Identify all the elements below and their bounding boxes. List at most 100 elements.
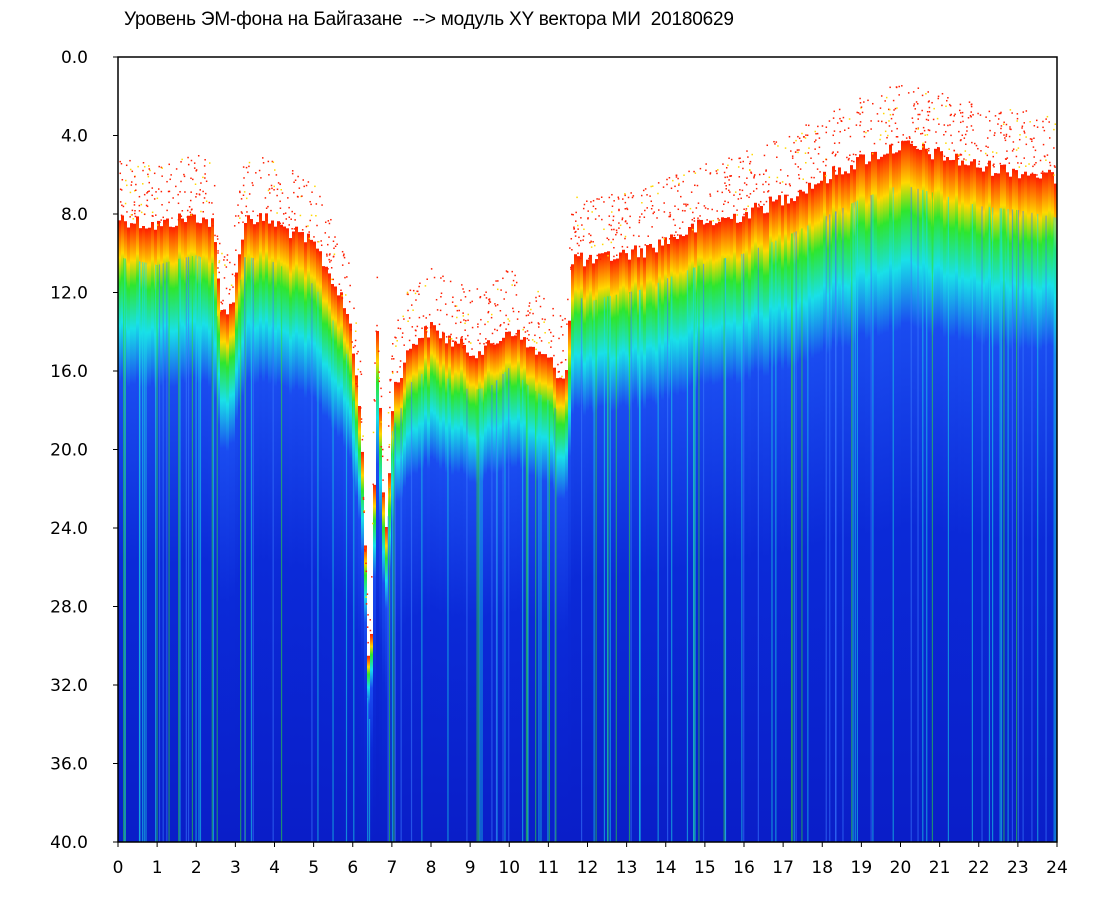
speckle-point (941, 92, 944, 95)
heatmap-column (424, 326, 427, 842)
speckle-point (570, 268, 572, 270)
speckle-point (326, 253, 328, 256)
vertical-streak (272, 262, 274, 843)
speckle-point (675, 176, 678, 178)
speckle-point (364, 548, 366, 551)
vertical-streak (615, 294, 617, 842)
speckle-point (949, 114, 952, 117)
speckle-point (168, 201, 170, 204)
speckle-point (390, 378, 392, 381)
speckle-point (134, 215, 137, 218)
speckle-point (594, 218, 597, 220)
speckle-point (743, 208, 745, 210)
heatmap-column (913, 146, 916, 843)
speckle-point (204, 173, 206, 175)
speckle-point (120, 162, 123, 165)
speckle-point (160, 166, 163, 169)
speckle-point (573, 226, 575, 228)
speckle-point (950, 134, 952, 137)
speckle-point (1011, 112, 1013, 114)
vertical-streak (526, 384, 529, 842)
heatmap-column (202, 217, 205, 842)
speckle-point (1006, 150, 1008, 152)
speckle-point (512, 279, 515, 282)
speckle-point (1000, 127, 1002, 130)
heatmap-column (652, 247, 655, 842)
speckle-point (910, 144, 912, 146)
speckle-point (161, 204, 163, 206)
speckle-point (468, 341, 470, 343)
speckle-point (1053, 174, 1055, 176)
heatmap-column (736, 222, 739, 842)
speckle-point (717, 169, 719, 171)
speckle-point (674, 185, 676, 188)
speckle-point (200, 182, 202, 184)
speckle-point (889, 86, 891, 89)
vertical-streak (481, 388, 483, 842)
speckle-point (461, 336, 463, 338)
speckle-point (921, 146, 924, 148)
speckle-point (993, 134, 996, 137)
speckle-point (367, 641, 369, 644)
speckle-point (389, 406, 391, 409)
heatmap-column (898, 150, 901, 842)
speckle-point (985, 167, 987, 169)
speckle-point (742, 160, 745, 163)
speckle-point (810, 176, 813, 179)
speckle-point (309, 219, 311, 222)
heatmap-column (457, 343, 460, 842)
speckle-point (1017, 147, 1020, 149)
speckle-point (570, 238, 573, 240)
speckle-point (449, 280, 452, 283)
heatmap-column (505, 331, 508, 842)
heatmap-column (196, 222, 199, 842)
speckle-point (730, 158, 733, 161)
speckle-point (284, 212, 287, 214)
speckle-point (896, 127, 898, 130)
speckle-point (638, 245, 641, 248)
speckle-point (129, 191, 132, 194)
speckle-point (992, 164, 994, 167)
speckle-point (166, 219, 168, 221)
speckle-point (697, 202, 700, 204)
speckle-point (794, 163, 797, 165)
speckle-point (859, 97, 861, 100)
speckle-point (825, 126, 828, 128)
heatmap-column (433, 325, 436, 843)
speckle-point (801, 132, 803, 135)
speckle-point (640, 194, 643, 197)
heatmap-column (964, 164, 967, 843)
speckle-point (369, 629, 372, 632)
speckle-point (724, 176, 726, 179)
speckle-point (158, 165, 160, 168)
speckle-point (467, 313, 470, 316)
speckle-point (639, 216, 641, 218)
speckle-point (558, 337, 560, 340)
speckle-point (187, 163, 190, 166)
speckle-point (849, 154, 851, 156)
speckle-point (724, 182, 726, 184)
speckle-point (299, 214, 302, 217)
speckle-point (699, 167, 702, 170)
speckle-point (613, 228, 615, 231)
heatmap-column (862, 154, 865, 842)
speckle-point (1016, 120, 1018, 122)
speckle-point (998, 112, 1001, 115)
speckle-point (717, 219, 720, 222)
speckle-point (389, 378, 391, 381)
speckle-point (429, 326, 432, 329)
speckle-point (334, 236, 336, 238)
speckle-point (768, 183, 770, 186)
speckle-point (797, 174, 800, 176)
speckle-point (273, 189, 275, 191)
speckle-point (153, 198, 156, 200)
heatmap-column (568, 320, 571, 842)
speckle-point (598, 198, 600, 200)
speckle-point (130, 181, 133, 183)
speckle-point (961, 111, 964, 114)
speckle-point (451, 301, 454, 303)
speckle-point (840, 120, 842, 122)
speckle-point (616, 254, 618, 257)
y-tick-label: 8.0 (61, 205, 88, 225)
speckle-point (618, 209, 620, 212)
